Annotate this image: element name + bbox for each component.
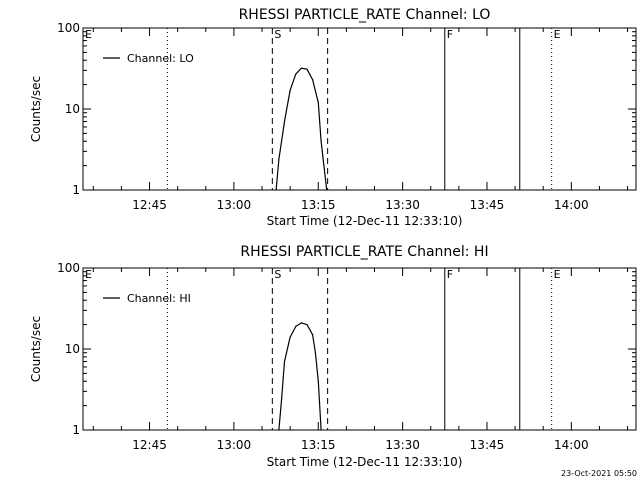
series-line [275,67,328,191]
marker-label: F [447,28,453,41]
data-point [295,325,297,328]
x-tick-label: 13:00 [217,198,252,212]
x-tick-label: 13:15 [301,198,336,212]
y-tick-label: 10 [65,342,80,356]
x-tick-label: 13:30 [385,438,420,452]
data-point [312,79,314,81]
y-tick-label: 1 [72,423,80,437]
series-line [278,322,322,431]
data-point [289,89,291,91]
data-point [306,324,308,326]
y-tick-label: 100 [57,261,80,275]
chart-title: RHESSI PARTICLE_RATE Channel: LO [239,7,491,23]
data-point [278,158,280,160]
marker-label: E [85,268,92,281]
footer-timestamp: 23-Oct-2021 05:50 [561,469,637,478]
panel-hi: RHESSI PARTICLE_RATE Channel: HI Counts/s… [29,244,637,469]
data-point [281,397,283,399]
x-tick-label: 13:00 [217,438,252,452]
y-tick-label: 100 [57,21,80,35]
x-tick-label: 13:15 [301,438,336,452]
marker-label: S [274,28,281,41]
marker-label: E [554,268,561,281]
data-point [312,334,314,336]
data-point [306,68,308,70]
marker-label: S [274,268,281,281]
legend-entry: Channel: LO [127,52,194,65]
marker-label: E [554,28,561,41]
data-point [289,336,291,338]
x-tick-label: 12:45 [132,198,167,212]
data-point [283,360,286,363]
data-point [317,101,319,104]
x-tick-label: 14:00 [554,198,589,212]
data-point [317,380,319,382]
x-axis-label: Start Time (12-Dec-11 12:33:10) [267,214,463,228]
marker-label: E [85,28,92,41]
data-point [300,67,302,69]
y-tick-label: 10 [65,102,80,116]
data-point [326,189,328,191]
x-tick-label: 13:30 [385,198,420,212]
x-axis-label: Start Time (12-Dec-11 12:33:10) [267,455,463,469]
data-point [314,352,317,354]
x-tick-label: 13:45 [470,198,505,212]
data-point [283,120,286,123]
y-axis-label: Counts/sec [29,316,43,382]
y-tick-label: 1 [72,183,80,197]
data-point [275,189,277,191]
data-point [295,73,297,75]
data-point [320,429,322,431]
panel-lo: RHESSI PARTICLE_RATE Channel: LO Counts/s… [29,7,637,228]
data-point [320,140,322,142]
data-point [278,429,280,431]
data-point [300,322,302,324]
legend-entry: Channel: HI [127,292,191,305]
marker-label: F [447,268,453,281]
x-tick-label: 12:45 [132,438,167,452]
chart-title: RHESSI PARTICLE_RATE Channel: HI [240,244,488,260]
x-tick-label: 14:00 [554,438,589,452]
y-axis-label: Counts/sec [29,76,43,142]
x-tick-label: 13:45 [470,438,505,452]
